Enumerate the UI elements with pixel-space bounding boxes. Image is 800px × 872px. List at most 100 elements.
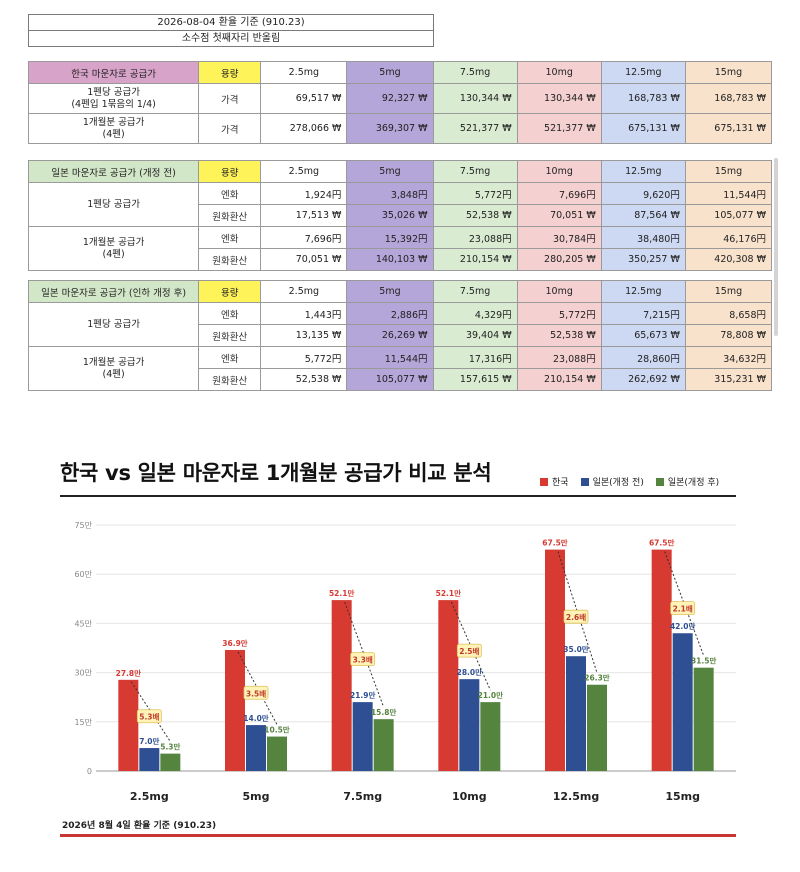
- price-cell: 521,377 ₩: [432, 113, 518, 144]
- row-label: 1펜당 공급가: [27, 182, 200, 227]
- table-header-row: 한국 마운자로 공급가 용량 2.5mg 5mg 7.5mg 10mg 12.5mg 15mg: [27, 61, 773, 84]
- korea-table: 한국 마운자로 공급가 용량 2.5mg 5mg 7.5mg 10mg 12.5mg 15mg…: [27, 61, 773, 144]
- row-label: 1개월분 공급가 (4펜): [27, 226, 200, 271]
- row-label-line2: (4펜): [102, 368, 125, 380]
- y-tick-label: 15만: [74, 718, 92, 727]
- price-cell: 105,077 ₩: [346, 368, 434, 391]
- price-cell: 350,257 ₩: [600, 248, 686, 271]
- price-cell: 7,215円: [600, 302, 686, 325]
- dose-header-cell: 2.5mg: [260, 280, 348, 303]
- y-tick-label: 75만: [74, 521, 92, 530]
- row-label-line1: 1개월분 공급가: [82, 236, 145, 248]
- scrollbar[interactable]: [774, 158, 778, 336]
- table-row: 1개월분 공급가 (4펜) 가격 278,066 ₩369,307 ₩521,377 …: [27, 113, 773, 144]
- bar: [139, 748, 160, 771]
- dose-header-cell: 2.5mg: [260, 160, 348, 183]
- y-tick-label: 45만: [74, 619, 92, 628]
- price-cell: 65,673 ₩: [600, 324, 686, 347]
- bar: [267, 736, 287, 771]
- row-label-line1: 1펜당 공급가: [87, 198, 140, 210]
- ratio-label: 5.3배: [139, 712, 159, 722]
- data-label: 15.8만: [371, 707, 397, 717]
- price-cell: 130,344 ₩: [432, 83, 518, 114]
- price-cell: 8,658円: [684, 302, 773, 325]
- dose-header-cell: 12.5mg: [600, 160, 686, 183]
- price-cell: 4,329円: [432, 302, 518, 325]
- legend-label: 한국: [552, 478, 569, 488]
- row-label-line2: (4펜): [102, 128, 125, 140]
- price-cell: 34,632円: [684, 346, 773, 369]
- legend-label: 일본(개정 전): [592, 478, 644, 488]
- legend-item-japan-after: 일본(개정 후): [655, 475, 719, 488]
- dose-header-cell: 15mg: [684, 280, 773, 303]
- dose-header-cell: 7.5mg: [432, 160, 518, 183]
- chart-title: 한국 vs 일본 마운자로 1개월분 공급가 비교 분석: [60, 461, 492, 485]
- chart-legend: 한국 일본(개정 전) 일본(개정 후): [540, 475, 719, 488]
- price-cell: 130,344 ₩: [516, 83, 602, 114]
- row-sub-label: 엔화: [198, 182, 262, 205]
- ratio-badge: [243, 685, 269, 700]
- price-cell: 11,544円: [346, 346, 434, 369]
- price-cell: 2,886円: [346, 302, 434, 325]
- price-cell: 17,316円: [432, 346, 518, 369]
- row-sub-label: 원화환산: [198, 368, 262, 391]
- row-label-line1: 1개월분 공급가: [82, 116, 145, 128]
- dose-header-cell: 2.5mg: [260, 61, 348, 84]
- dose-header-cell: 12.5mg: [600, 280, 686, 303]
- row-sub-label: 가격: [198, 113, 262, 144]
- ratio-connector: [664, 551, 705, 656]
- footer-rule: [60, 834, 736, 837]
- legend-swatch: [655, 477, 664, 486]
- row-label-line1: 1펜당 공급가: [87, 318, 140, 330]
- date-header: 2026-08-04 환율 기준 (910.23): [28, 14, 434, 31]
- row-label-line2: (4펜): [102, 248, 125, 260]
- price-cell: 5,772円: [432, 182, 518, 205]
- table-row: 1개월분 공급가 (4펜) 엔화 5,772円 11,544円 17,316円 23,088…: [27, 346, 773, 391]
- dose-header-cell: 15mg: [684, 160, 773, 183]
- price-cell: 3,848円: [346, 182, 434, 205]
- ratio-label: 2.1배: [673, 604, 693, 614]
- table-row: 1펜당 공급가 (4펜입 1묶음의 1/4) 가격 69,517 ₩92,327 ₩1…: [27, 83, 773, 114]
- x-tick-label: 5mg: [243, 790, 270, 803]
- bar: [651, 549, 672, 771]
- data-label: 42.0만: [670, 621, 696, 631]
- price-cell: 78,808 ₩: [684, 324, 773, 347]
- ratio-label: 3.5배: [246, 688, 266, 698]
- price-cell: 17,513 ₩: [260, 204, 348, 227]
- price-cell: 23,088円: [516, 346, 602, 369]
- price-cell: 69,517 ₩: [260, 83, 348, 114]
- table-row: 1개월분 공급가 (4펜) 엔화 7,696円 15,392円 23,088円 30,784…: [27, 226, 773, 271]
- price-cell: 52,538 ₩: [432, 204, 518, 227]
- korea-title: 한국 마운자로 공급가: [27, 61, 200, 84]
- price-cell: 13,135 ₩: [260, 324, 348, 347]
- title-rule: [60, 495, 736, 497]
- bar: [118, 679, 139, 771]
- price-cell: 675,131 ₩: [684, 113, 773, 144]
- bar: [693, 667, 714, 771]
- data-label: 26.3만: [584, 673, 610, 683]
- japan-before-title: 일본 마운자로 공급가 (개정 전): [27, 160, 200, 183]
- dose-header-cell: 10mg: [516, 280, 602, 303]
- row-sub-label: 원화환산: [198, 204, 262, 227]
- price-cell: 262,692 ₩: [600, 368, 686, 391]
- legend-swatch: [580, 477, 589, 486]
- price-cell: 26,269 ₩: [346, 324, 434, 347]
- x-tick-label: 10mg: [452, 790, 487, 803]
- data-label: 36.9만: [222, 638, 248, 648]
- price-cell: 210,154 ₩: [432, 248, 518, 271]
- price-cell: 105,077 ₩: [684, 204, 773, 227]
- x-tick-label: 2.5mg: [130, 790, 169, 803]
- price-cell: 70,051 ₩: [260, 248, 348, 271]
- price-cell: 7,696円: [516, 182, 602, 205]
- bar: [459, 679, 480, 771]
- bar: [331, 600, 352, 771]
- row-label-line2: (4펜입 1묶음의 1/4): [71, 98, 156, 110]
- price-cell: 168,783 ₩: [600, 83, 686, 114]
- data-label: 67.5만: [542, 538, 568, 548]
- bar: [225, 649, 245, 771]
- bar: [438, 600, 459, 771]
- table-row: 원화환산 17,513 ₩35,026 ₩52,538 ₩70,051 ₩87,5…: [29, 204, 773, 227]
- chart-footnote: 2026년 8월 4일 환율 기준 (910.23): [62, 821, 217, 831]
- price-cell: 280,205 ₩: [516, 248, 602, 271]
- ratio-label: 3.3배: [353, 655, 373, 665]
